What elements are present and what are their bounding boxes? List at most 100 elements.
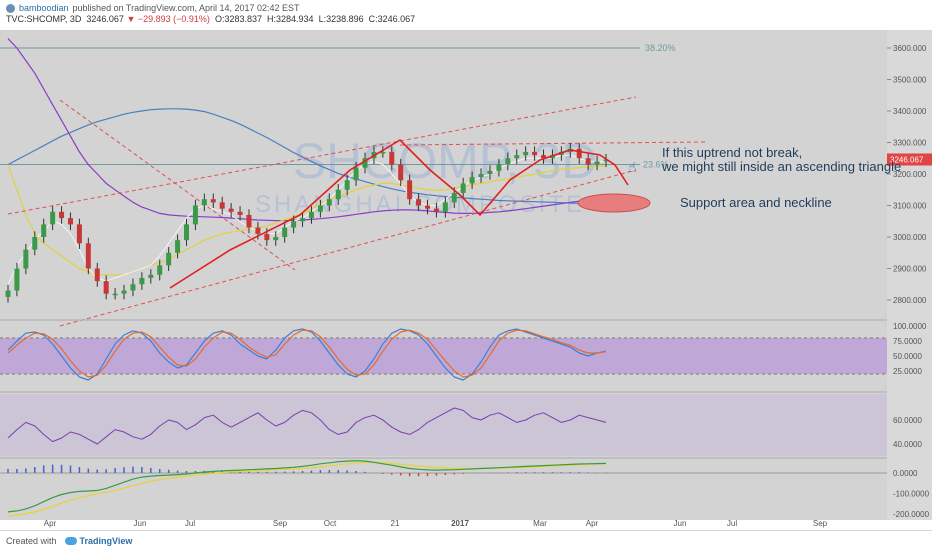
candle-body — [192, 205, 198, 225]
candle-body — [576, 148, 582, 159]
price-tick-label: 3100.000 — [893, 202, 927, 211]
candle-body — [148, 274, 154, 278]
candle-body — [353, 167, 359, 181]
tradingview-brand: TradingView — [79, 536, 133, 546]
candle-body — [32, 237, 38, 250]
created-with: Created with — [6, 536, 57, 546]
ma-trend-line — [7, 108, 607, 205]
candle-body — [326, 199, 332, 206]
candle-body — [433, 208, 439, 212]
macd-tick-label: -100.0000 — [893, 490, 930, 499]
time-tick-label: Mar — [533, 519, 547, 528]
price-tick-label: 3500.000 — [893, 76, 927, 85]
rsi-band — [0, 394, 887, 456]
time-tick-label: Apr — [586, 519, 599, 528]
stoch-tick-label: 100.0000 — [893, 322, 927, 331]
candle-body — [201, 199, 207, 206]
price-tick-label: 2900.000 — [893, 265, 927, 274]
main-pane: 38.20% 23.6% ☝ — [0, 38, 706, 327]
price-axis[interactable] — [887, 30, 932, 520]
down-arrow-icon: ▼ — [126, 14, 136, 24]
candle-body — [255, 227, 261, 234]
price-chart[interactable]: SHCOMP, 3D SHANGHAI COMPOSITE 38.20%23.6… — [0, 30, 932, 530]
time-tick-label: Jun — [134, 519, 147, 528]
macd-pane — [0, 460, 887, 517]
axes: 3600.000 3500.000 3400.000 3300.000 3200.000… — [0, 44, 932, 528]
tradingview-cloud-icon — [64, 537, 77, 545]
candle-body — [469, 177, 475, 184]
annotation-uptrend[interactable]: If this uptrend not break, — [662, 145, 802, 160]
low-value: L:3238.896 — [318, 14, 364, 24]
candle-body — [317, 205, 323, 212]
time-tick-label: 21 — [391, 519, 400, 528]
last-price: 3246.067 — [86, 14, 124, 24]
price-tick-label: 3400.000 — [893, 107, 927, 116]
rsi-tick-label: 60.0000 — [893, 416, 922, 425]
candle-body — [112, 293, 118, 296]
candle-body — [523, 151, 529, 156]
open-value: O:3283.837 — [214, 14, 262, 24]
stoch-tick-label: 75.0000 — [893, 337, 922, 346]
stoch-tick-label: 50.0000 — [893, 352, 922, 361]
candle-body — [228, 208, 234, 212]
candle-body — [130, 284, 136, 291]
candle-body — [424, 205, 430, 209]
time-tick-label: Sep — [813, 519, 828, 528]
candle-body — [585, 158, 591, 165]
stoch-d-line — [7, 329, 607, 378]
candle-body — [282, 227, 288, 237]
trend-channel-line — [399, 141, 706, 146]
candle-body — [505, 158, 511, 165]
candle-body — [175, 240, 181, 253]
pattern-path — [169, 138, 629, 289]
macd-tick-label: -200.0000 — [893, 510, 930, 519]
candle-body — [41, 224, 47, 237]
candle-body — [103, 281, 109, 294]
time-tick-label: Oct — [324, 519, 337, 528]
stoch-band — [0, 338, 887, 374]
candle-body — [380, 151, 386, 154]
annotation-support[interactable]: Support area and neckline — [680, 195, 832, 210]
candle-body — [398, 164, 404, 181]
candle-body — [300, 218, 306, 222]
chart-header: bamboodian published on TradingView.com,… — [0, 0, 932, 30]
candle-body — [362, 158, 368, 168]
candle-body — [67, 218, 73, 225]
candle-body — [291, 221, 297, 228]
author-name[interactable]: bamboodian — [19, 3, 69, 13]
symbol-label: TVC:SHCOMP, 3D — [6, 14, 82, 24]
candle-body — [166, 252, 172, 266]
candle-body — [14, 268, 20, 291]
price-change: −29.893 (−0.91%) — [137, 14, 210, 24]
candle-body — [157, 265, 163, 275]
time-tick-label: Sep — [273, 519, 288, 528]
candle-body — [5, 290, 11, 297]
close-value: C:3246.067 — [368, 14, 416, 24]
trend-channel-line — [59, 99, 296, 271]
rsi-tick-label: 40.0000 — [893, 440, 922, 449]
candle-body — [532, 151, 538, 156]
candle-body — [50, 211, 56, 225]
annotation-triangle[interactable]: we might still inside an ascending trian… — [661, 159, 901, 174]
trend-channel-line — [7, 96, 637, 215]
macd-tick-label: 0.0000 — [893, 469, 918, 478]
candle-body — [416, 199, 422, 206]
last-price-marker — [887, 153, 932, 166]
candle-body — [76, 224, 82, 244]
stochastic-pane — [0, 328, 887, 381]
tradingview-logo[interactable]: TradingView — [64, 536, 133, 546]
publish-info: bamboodian published on TradingView.com,… — [6, 3, 300, 13]
axis-gap — [0, 520, 932, 530]
candle-body — [59, 211, 65, 219]
candle-body — [210, 199, 216, 203]
candle-body — [246, 214, 252, 228]
price-tick-label: 3200.000 — [893, 170, 927, 179]
footer: Created with TradingView — [0, 530, 932, 551]
candle-body — [94, 268, 100, 282]
pointer-hand-icon: ☝ — [628, 160, 637, 176]
trend-channel-line — [59, 169, 637, 327]
support-zone — [577, 193, 651, 213]
candle-body — [85, 243, 91, 269]
candle-body — [496, 164, 502, 171]
price-tick-label: 2800.000 — [893, 296, 927, 305]
